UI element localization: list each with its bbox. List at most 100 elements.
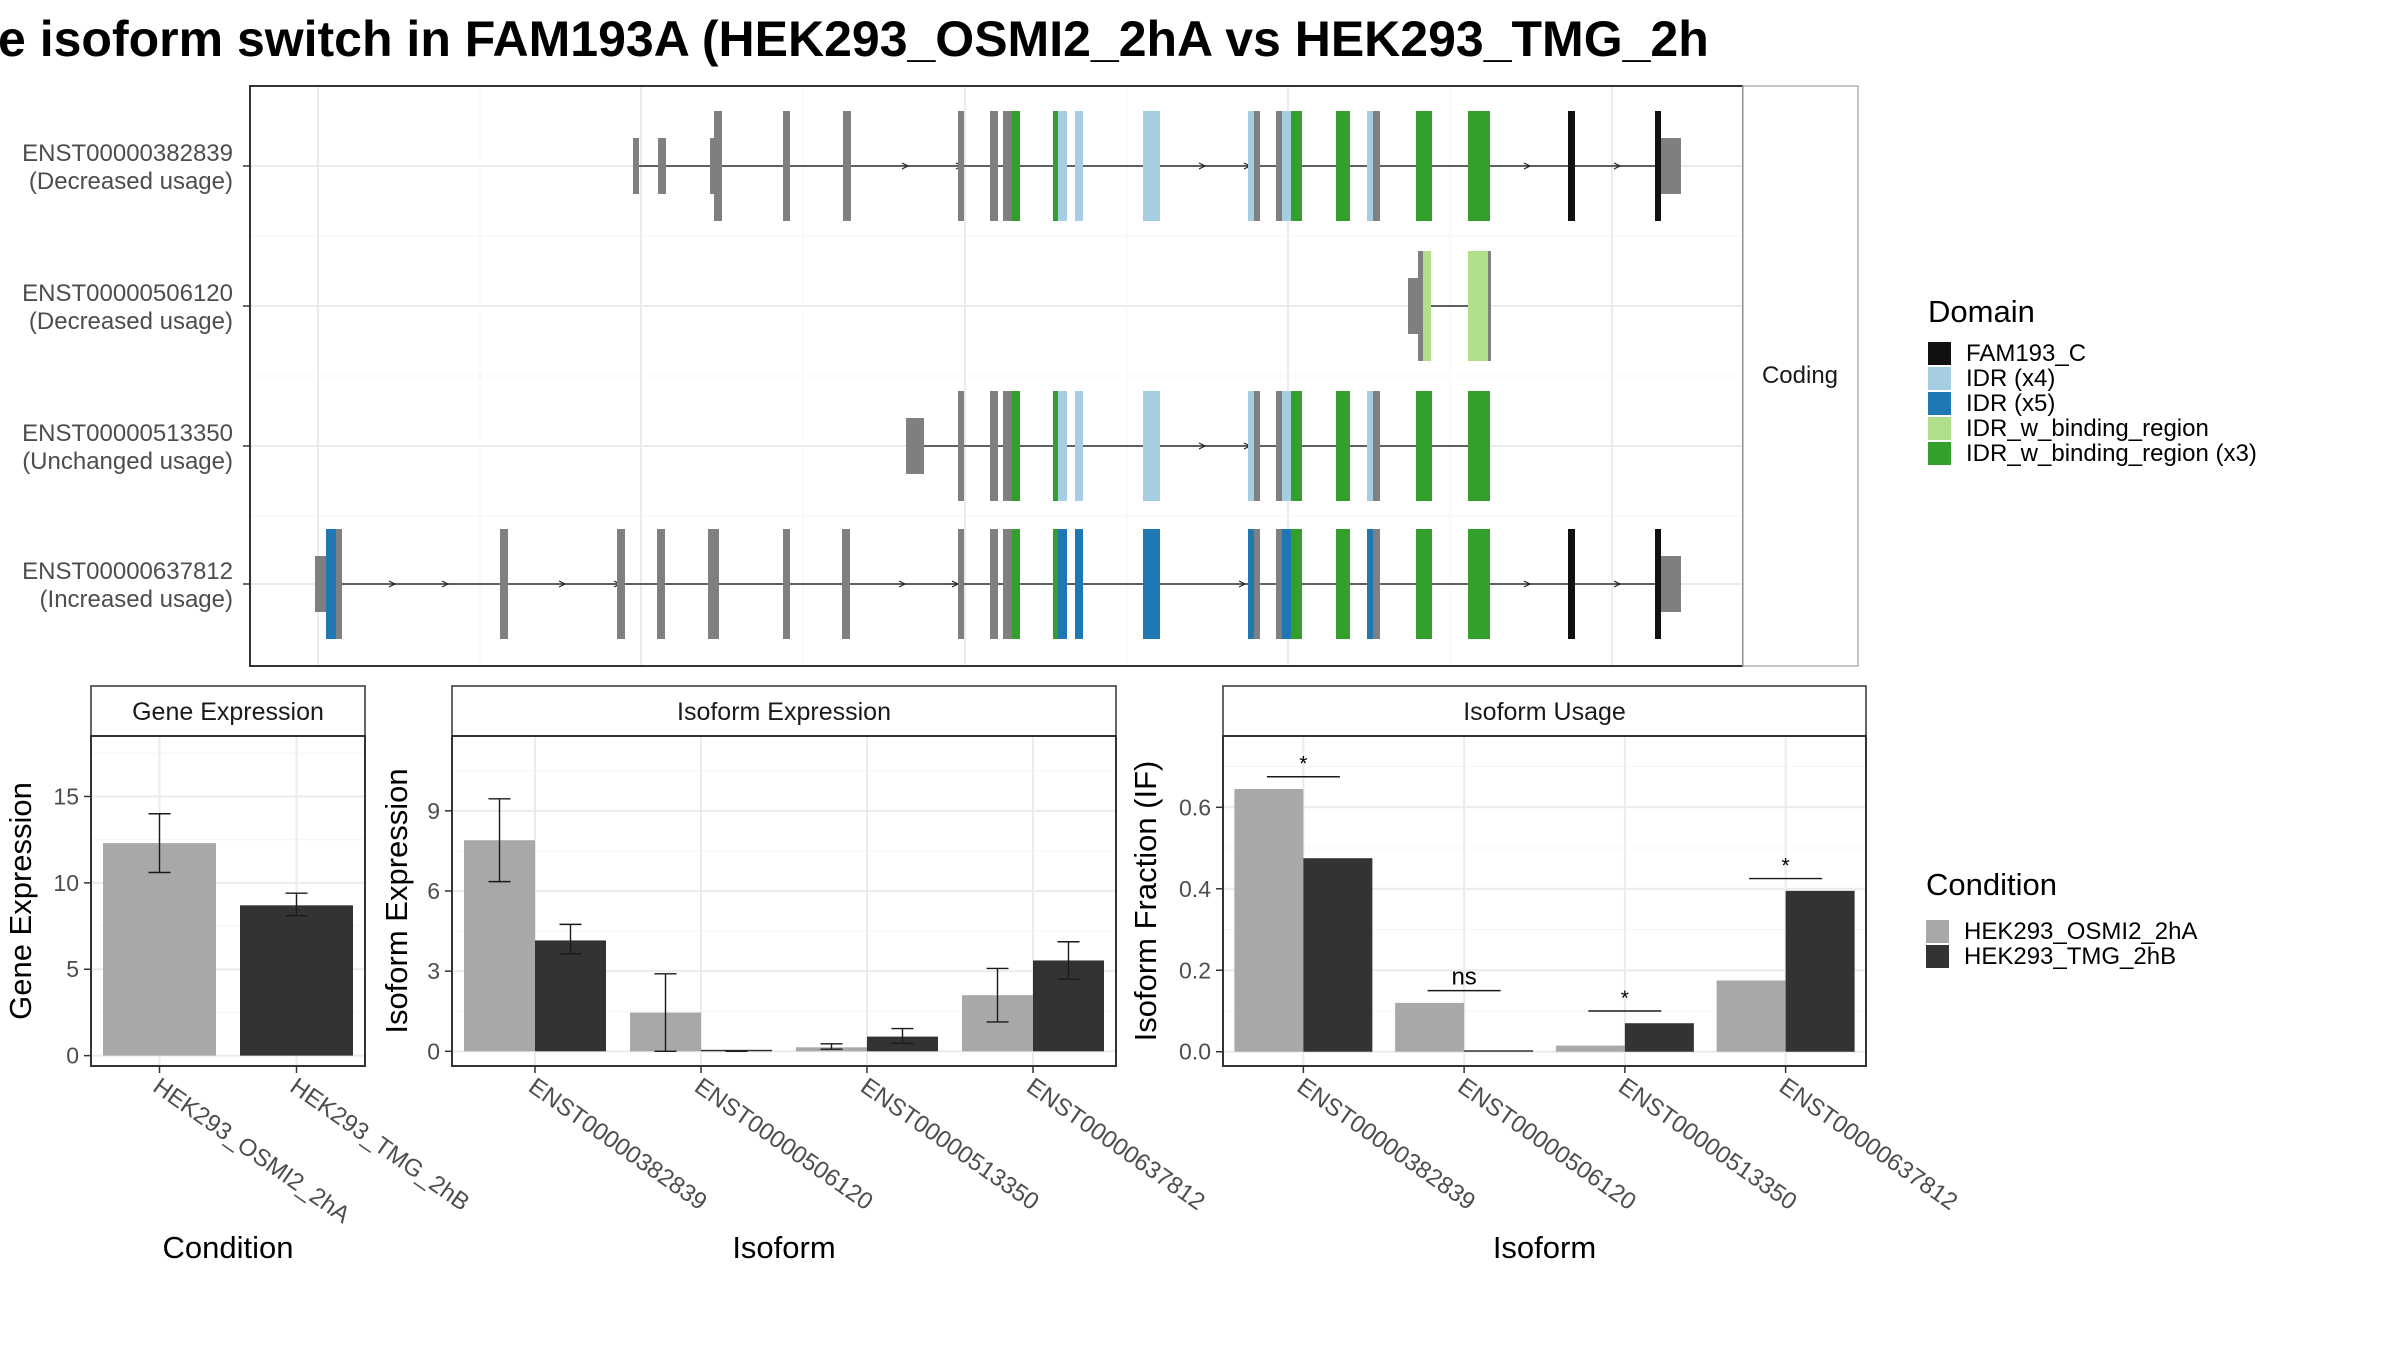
y-tick-label: 0.4	[1179, 876, 1211, 902]
panel-title: Isoform Expression	[677, 698, 891, 726]
significance-label: ns	[1451, 964, 1476, 991]
bar-HEK293_TMG_2hB-ENST00000382839	[535, 940, 606, 1052]
exon	[1053, 391, 1058, 501]
exon	[1276, 529, 1282, 639]
exon	[1416, 111, 1432, 221]
bar-HEK293_TMG_2hB	[240, 905, 353, 1056]
domain-legend-title: Domain	[1928, 294, 2035, 329]
x-axis-title: Isoform	[732, 1230, 835, 1265]
y-axis-title: Isoform Fraction (IF)	[1128, 761, 1163, 1042]
exon	[1291, 111, 1302, 221]
exon	[1373, 529, 1380, 639]
transcript-row-ENST00000506120	[1408, 251, 1491, 361]
exon	[315, 556, 326, 612]
legend-key-IDR-w-binding-region-x3-	[1928, 442, 1951, 465]
legend-key-IDR-w-binding-region	[1928, 417, 1951, 440]
exon	[1282, 391, 1291, 501]
condition-legend-title: Condition	[1926, 867, 2057, 902]
legend-label-FAM193-C: FAM193_C	[1966, 340, 2086, 367]
intron-arrow	[558, 580, 567, 588]
legend-key-IDR-x5-	[1928, 392, 1951, 415]
exon	[1248, 111, 1254, 221]
y-tick-label: 0	[427, 1038, 440, 1064]
legend-key-IDR-x4-	[1928, 367, 1951, 390]
y-tick-label: 0.0	[1179, 1039, 1211, 1065]
exon	[1468, 529, 1490, 639]
exon	[657, 529, 665, 639]
legend-key-FAM193-C	[1928, 342, 1951, 365]
condition-key-HEK293_TMG_2hB	[1926, 945, 1949, 968]
exon	[1373, 391, 1380, 501]
strip-coding-label: Coding	[1762, 362, 1838, 389]
exon	[1336, 111, 1350, 221]
y-tick-label: 9	[427, 798, 440, 824]
exon	[1416, 391, 1432, 501]
exon	[1254, 391, 1260, 501]
exon	[1003, 391, 1012, 501]
y-tick-label: 3	[427, 958, 440, 984]
x-tick-label-ENST00000382839: ENST00000382839	[1292, 1073, 1480, 1216]
exon	[336, 529, 342, 639]
structure-panel: Coding ENST00000382839(Decreased usage)E…	[22, 85, 1859, 667]
exon	[1488, 251, 1491, 361]
exon	[1254, 111, 1260, 221]
exon	[714, 111, 722, 221]
y-tick-label: 0	[66, 1043, 79, 1069]
exon	[1291, 529, 1302, 639]
exon	[1012, 391, 1020, 501]
significance-label: *	[1782, 855, 1790, 878]
exon	[1568, 111, 1575, 221]
intron-arrow	[901, 162, 910, 170]
exon	[1661, 138, 1681, 194]
exon	[1291, 391, 1302, 501]
exon	[326, 529, 336, 639]
exon	[1276, 111, 1282, 221]
exon	[500, 529, 508, 639]
exon	[708, 529, 719, 639]
y-tick-label: 6	[427, 878, 440, 904]
exon	[842, 529, 850, 639]
y-tick-label: 5	[66, 956, 79, 982]
exon	[1661, 556, 1681, 612]
panel-strip	[451, 685, 1117, 737]
exon	[1468, 111, 1490, 221]
exon	[1143, 391, 1148, 501]
y-tick-label: 0.6	[1179, 794, 1211, 820]
intron-arrow	[1523, 162, 1532, 170]
exon	[1058, 391, 1067, 501]
exon	[633, 138, 639, 194]
significance-label: *	[1621, 987, 1629, 1010]
transcript-usage-ENST00000506120: (Decreased usage)	[29, 308, 233, 335]
exon	[1148, 111, 1160, 221]
exon	[1248, 391, 1254, 501]
transcript-usage-ENST00000513350: (Unchanged usage)	[22, 448, 233, 475]
condition-key-HEK293_OSMI2_2hA	[1926, 920, 1949, 943]
exon	[958, 529, 964, 639]
significance-label: *	[1299, 753, 1307, 776]
exon	[1418, 251, 1423, 361]
bar-HEK293_TMG_2hB-ENST00000382839	[1303, 858, 1373, 1052]
panel-title: Gene Expression	[132, 698, 324, 726]
bar-HEK293_TMG_2hB-ENST00000506120	[1464, 1050, 1534, 1052]
x-axis-title: Condition	[163, 1230, 294, 1265]
intron-arrow	[898, 580, 907, 588]
intron-arrow	[1238, 580, 1247, 588]
panel-title: Isoform Usage	[1463, 698, 1626, 726]
bar-HEK293_TMG_2hB-ENST00000513350	[1624, 1023, 1694, 1052]
exon	[958, 111, 964, 221]
exon	[1148, 529, 1160, 639]
bar-HEK293_OSMI2_2hA-ENST00000382839	[1234, 788, 1304, 1052]
isoform-expression-panel: Isoform Expression0369ENST00000382839ENS…	[379, 685, 1210, 1265]
exon	[1276, 391, 1282, 501]
exon	[1012, 111, 1020, 221]
x-tick-label-ENST00000513350: ENST00000513350	[856, 1073, 1044, 1216]
exon	[1568, 529, 1575, 639]
exon	[1373, 111, 1380, 221]
exon	[1408, 278, 1418, 334]
transcript-label-ENST00000382839: ENST00000382839	[22, 140, 233, 167]
panel-strip	[1222, 685, 1867, 737]
y-tick-label: 15	[53, 783, 79, 809]
exon	[1003, 529, 1012, 639]
y-axis-title: Gene Expression	[3, 782, 38, 1020]
